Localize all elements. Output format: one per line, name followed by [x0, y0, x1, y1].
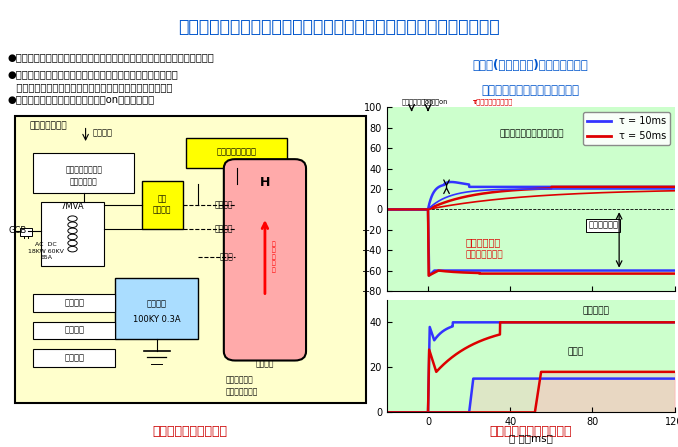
Text: 大電力電子管
ジャイロトロン: 大電力電子管 ジャイロトロン [226, 376, 258, 396]
Text: （主電源電圧）: （主電源電圧） [465, 250, 502, 259]
Text: τ：加速電圧立上時間: τ：加速電圧立上時間 [473, 99, 513, 105]
Text: H: H [260, 176, 270, 189]
Text: 第４系統: 第４系統 [64, 353, 84, 362]
Bar [186, 138, 287, 169]
Text: 7MVA: 7MVA [61, 202, 84, 211]
Text: 高速スイッチon: 高速スイッチon [401, 99, 434, 105]
Text: ●主電源の電圧変動に対し、加速電源をフローティングで印加: ●主電源の電圧変動に対し、加速電源をフローティングで印加 [7, 69, 178, 79]
Bar [33, 349, 115, 367]
Text: ●タイミング制御器により、各電源on時間を最適化: ●タイミング制御器により、各電源on時間を最適化 [7, 94, 155, 104]
X-axis label: 時 間（ms）: 時 間（ms） [509, 433, 553, 443]
Text: コレクタ: コレクタ [256, 359, 274, 368]
Text: 加速電源on: 加速電源on [424, 99, 448, 105]
Text: ボディ電圧（逆バイアス）: ボディ電圧（逆バイアス） [500, 129, 565, 138]
Legend: τ = 10ms, τ = 50ms: τ = 10ms, τ = 50ms [582, 112, 670, 145]
Bar [20, 228, 32, 236]
FancyBboxPatch shape [224, 159, 306, 361]
Text: 高速
スイッチ: 高速 スイッチ [153, 194, 172, 214]
Text: 加速電源: 加速電源 [146, 299, 167, 308]
Text: アノード: アノード [215, 225, 233, 234]
Text: カソード電圧: カソード電圧 [465, 237, 500, 247]
Bar [142, 181, 183, 229]
Text: ボディ: ボディ [219, 252, 233, 261]
Bar [115, 278, 198, 339]
Text: シュートすると高出力化を阻害: シュートすると高出力化を阻害 [482, 84, 580, 97]
Text: ●大電力管の発振のため、高速電源スイッチ、加速電源を既設主電源に付加: ●大電力管の発振のため、高速電源スイッチ、加速電源を既設主電源に付加 [7, 52, 214, 63]
Text: カソード: カソード [215, 200, 233, 210]
Text: ビ
ー
ム
電
流: ビ ー ム 電 流 [272, 241, 275, 273]
Text: ボディ(逆バイアス)電圧がオーバー: ボディ(逆バイアス)電圧がオーバー [473, 59, 589, 72]
Bar [33, 294, 115, 312]
Text: AC  DC
18KW 60KV
65A: AC DC 18KW 60KV 65A [28, 242, 64, 260]
Bar [33, 153, 134, 193]
Text: GCB: GCB [9, 226, 27, 236]
Text: 既設主電源設備: 既設主電源設備 [30, 121, 67, 130]
Text: 加速電源電圧: 加速電源電圧 [589, 221, 618, 230]
Bar [41, 202, 104, 266]
Text: 開発した高圧電源回路: 開発した高圧電源回路 [153, 425, 228, 438]
Text: ダイオード整流型: ダイオード整流型 [65, 165, 102, 174]
Text: 100KY 0.3A: 100KY 0.3A [133, 315, 180, 324]
Text: 第１系統: 第１系統 [93, 129, 113, 138]
Text: 第３系統: 第３系統 [64, 325, 84, 334]
Text: 第２系統: 第２系統 [64, 298, 84, 307]
Text: 高周波: 高周波 [567, 347, 584, 356]
Text: ビーム電流: ビーム電流 [582, 306, 609, 315]
Text: タイミング制御器: タイミング制御器 [217, 148, 257, 156]
Text: し、加速電圧（アノード－カソード－ボディ間）を安定化: し、加速電圧（アノード－カソード－ボディ間）を安定化 [7, 82, 172, 92]
Bar [33, 322, 115, 339]
Text: 電源の高速動作の最適化: 電源の高速動作の最適化 [490, 425, 572, 438]
Text: 電圧変動の大きい主電源でもジャイロトロンを発振させることに成功: 電圧変動の大きい主電源でもジャイロトロンを発振させることに成功 [178, 18, 500, 36]
Text: 直流発生装置: 直流発生装置 [70, 177, 98, 186]
